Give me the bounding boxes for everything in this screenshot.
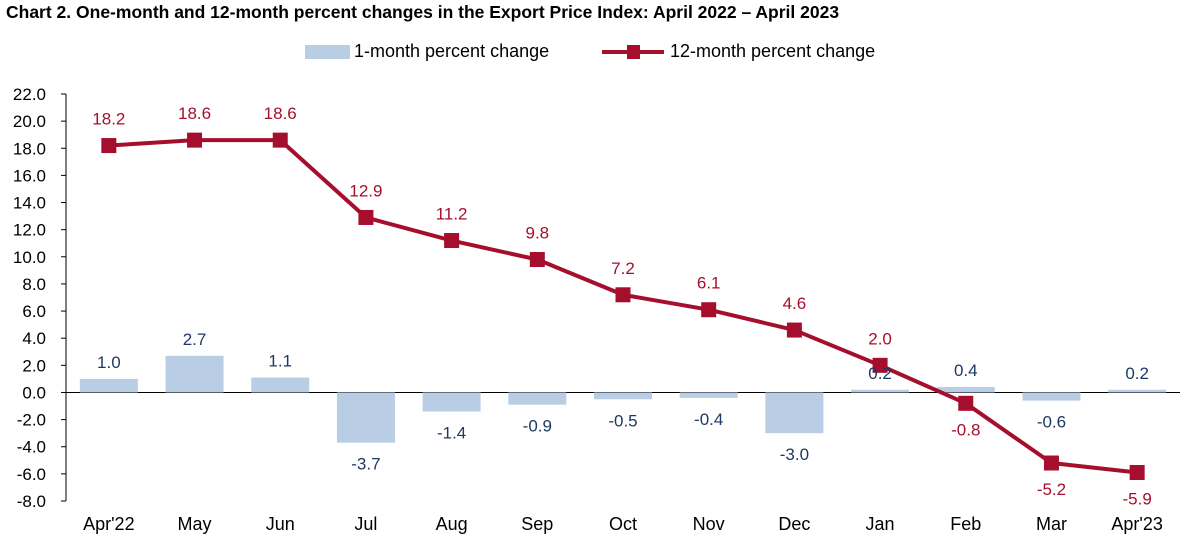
x-tick-label: Jan xyxy=(866,514,895,534)
line-marker-12-month xyxy=(101,138,117,154)
y-tick-label: -2.0 xyxy=(17,411,46,430)
line-data-label: 7.2 xyxy=(611,259,635,278)
x-tick-label: Feb xyxy=(950,514,981,534)
bar-data-label: 1.0 xyxy=(97,353,121,372)
line-marker-12-month xyxy=(272,132,288,148)
y-tick-label: 12.0 xyxy=(13,221,46,240)
bar-data-label: 2.7 xyxy=(183,330,207,349)
bar-data-label: 0.4 xyxy=(954,361,978,380)
legend-label-1-month: 1-month percent change xyxy=(354,41,550,61)
line-data-label: -5.2 xyxy=(1037,480,1066,499)
x-tick-label: Jul xyxy=(354,514,377,534)
bar-1-month xyxy=(1108,389,1167,393)
y-tick-label: 20.0 xyxy=(13,112,46,131)
y-tick-label: 10.0 xyxy=(13,248,46,267)
line-marker-12-month xyxy=(529,252,545,268)
y-tick-label: 14.0 xyxy=(13,194,46,213)
y-tick-label: 0.0 xyxy=(22,383,46,402)
x-tick-label: Apr'23 xyxy=(1111,514,1162,534)
line-marker-12-month xyxy=(615,287,631,303)
line-data-label: 4.6 xyxy=(783,294,807,313)
legend-label-12-month: 12-month percent change xyxy=(670,41,876,61)
line-data-label: 18.6 xyxy=(178,104,211,123)
x-tick-label: Aug xyxy=(436,514,468,534)
line-marker-12-month xyxy=(1129,465,1145,481)
x-tick-label: Mar xyxy=(1036,514,1067,534)
line-data-label: 9.8 xyxy=(525,224,549,243)
y-tick-label: -4.0 xyxy=(17,438,46,457)
line-marker-12-month xyxy=(444,233,460,249)
line-data-label: 18.6 xyxy=(264,104,297,123)
line-marker-12-month xyxy=(701,302,717,318)
bar-1-month xyxy=(79,378,138,393)
bar-data-label: -3.0 xyxy=(780,445,809,464)
bar-1-month xyxy=(165,355,224,393)
chart-title: Chart 2. One-month and 12-month percent … xyxy=(6,2,840,22)
legend-item-12-month: 12-month percent change xyxy=(602,41,875,62)
bar-1-month xyxy=(594,392,652,400)
line-marker-12-month xyxy=(958,395,974,411)
y-tick-label: -6.0 xyxy=(17,465,46,484)
line-marker-12-month xyxy=(786,322,802,338)
bar-1-month xyxy=(336,392,395,443)
legend-line-swatch xyxy=(602,44,664,59)
line-marker-12-month xyxy=(187,132,203,148)
line-data-label: 11.2 xyxy=(436,205,468,224)
bar-data-label: 0.2 xyxy=(868,364,892,383)
x-tick-label: Sep xyxy=(521,514,553,534)
x-tick-label: Apr'22 xyxy=(83,514,134,534)
x-tick-label: Oct xyxy=(609,514,637,534)
y-tick-label: 2.0 xyxy=(22,356,46,375)
bar-1-month xyxy=(251,377,310,393)
y-tick-label: 16.0 xyxy=(13,166,46,185)
line-marker-12-month xyxy=(1043,455,1059,471)
bar-data-label: -0.9 xyxy=(523,417,552,436)
x-tick-label: Jun xyxy=(266,514,295,534)
line-data-label: -5.9 xyxy=(1123,490,1152,509)
bar-data-label: 0.2 xyxy=(1125,364,1149,383)
line-data-label: 12.9 xyxy=(349,181,382,200)
bar-data-label: -3.7 xyxy=(351,455,380,474)
bar-data-label: -1.4 xyxy=(437,423,466,442)
x-tick-label: Dec xyxy=(778,514,810,534)
bar-1-month xyxy=(679,392,738,398)
legend-bar-swatch xyxy=(305,44,350,59)
bar-1-month xyxy=(1022,392,1081,401)
line-data-label: -0.8 xyxy=(951,420,980,439)
bar-1-month xyxy=(422,392,481,412)
line-marker-12-month xyxy=(872,357,888,373)
x-tick-label: May xyxy=(178,514,212,534)
line-data-label: 2.0 xyxy=(868,329,892,348)
y-tick-label: 6.0 xyxy=(22,302,46,321)
bar-1-month xyxy=(851,389,910,393)
y-tick-label: 22.0 xyxy=(13,85,46,104)
bar-1-month xyxy=(765,392,824,434)
line-data-label: 6.1 xyxy=(697,274,721,293)
bar-1-month xyxy=(936,387,995,393)
bar-data-label: -0.5 xyxy=(608,411,637,430)
y-tick-label: 18.0 xyxy=(13,139,46,158)
y-tick-label: 8.0 xyxy=(22,275,46,294)
bar-1-month xyxy=(508,392,567,405)
line-marker-12-month xyxy=(358,209,374,225)
legend-item-1-month: 1-month percent change xyxy=(305,41,549,62)
bar-data-label: -0.6 xyxy=(1037,413,1066,432)
legend: 1-month percent change 12-month percent … xyxy=(0,41,1192,65)
y-tick-label: 4.0 xyxy=(22,329,46,348)
y-tick-label: -8.0 xyxy=(17,492,46,511)
bar-data-label: 1.1 xyxy=(268,352,292,371)
line-data-label: 18.2 xyxy=(92,110,125,129)
bar-data-label: -0.4 xyxy=(694,410,723,429)
x-tick-label: Nov xyxy=(693,514,725,534)
